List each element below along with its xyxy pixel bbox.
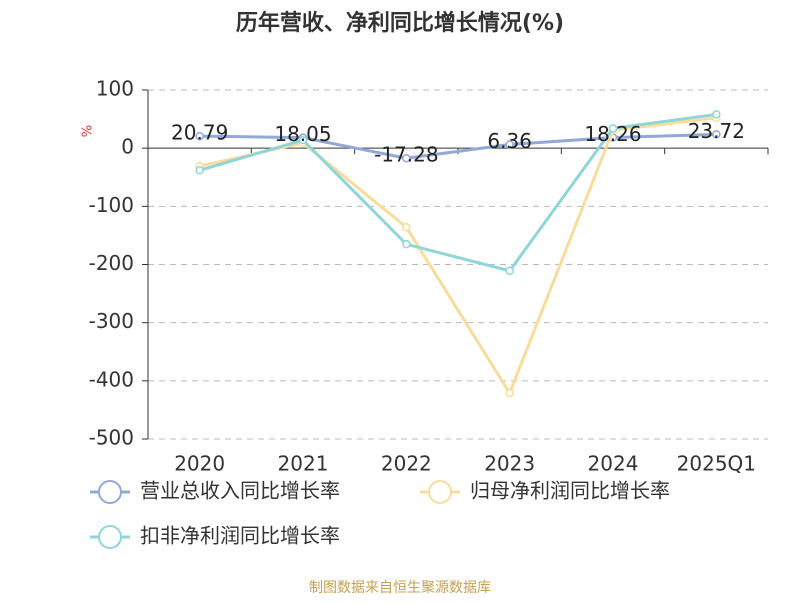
x-tick-label: 2025Q1	[677, 452, 756, 476]
data-label: -17.28	[374, 143, 438, 167]
legend-marker[interactable]	[98, 525, 122, 549]
y-tick-label: -300	[89, 309, 134, 333]
source-note: 制图数据来自恒生聚源数据库	[309, 580, 491, 596]
data-point	[402, 153, 411, 163]
legend-label[interactable]: 归母净利润同比增长率	[470, 479, 670, 503]
x-tick-label: 2023	[484, 452, 535, 476]
series-line	[199, 132, 717, 160]
y-axis-label: %	[81, 125, 96, 137]
data-label: 23.72	[688, 119, 745, 143]
data-point	[608, 124, 618, 133]
series-line	[199, 112, 717, 273]
data-point	[712, 130, 721, 139]
y-tick-label: -100	[89, 193, 134, 217]
data-point	[402, 223, 411, 232]
series-line	[199, 116, 717, 397]
data-point	[195, 166, 204, 175]
y-tick-label: -200	[89, 251, 134, 275]
data-point	[712, 110, 721, 119]
legend-label[interactable]: 扣非净利润同比增长率	[140, 524, 340, 548]
data-point	[402, 239, 411, 249]
data-label: 20.79	[171, 121, 228, 145]
y-tick-label: 100	[96, 77, 134, 101]
x-tick-label: 2024	[588, 452, 639, 476]
data-point	[298, 135, 308, 145]
data-point	[195, 131, 204, 141]
legend-marker[interactable]	[98, 480, 122, 504]
legend-marker[interactable]	[428, 480, 452, 504]
data-point	[505, 266, 514, 276]
data-label: 18.05	[274, 122, 331, 146]
data-label: 6.36	[487, 129, 532, 153]
data-point	[505, 388, 514, 398]
y-tick-label: 0	[121, 135, 134, 159]
y-tick-label: -400	[89, 367, 134, 391]
legend-label[interactable]: 营业总收入同比增长率	[140, 479, 340, 503]
data-point	[505, 140, 514, 149]
data-label: 18.26	[584, 122, 641, 146]
chart-title: 历年营收、净利同比增长情况(%)	[236, 10, 564, 36]
x-tick-label: 2022	[381, 452, 432, 476]
x-tick-label: 2021	[278, 452, 329, 476]
x-tick-label: 2020	[174, 452, 225, 476]
y-tick-label: -500	[89, 426, 134, 450]
